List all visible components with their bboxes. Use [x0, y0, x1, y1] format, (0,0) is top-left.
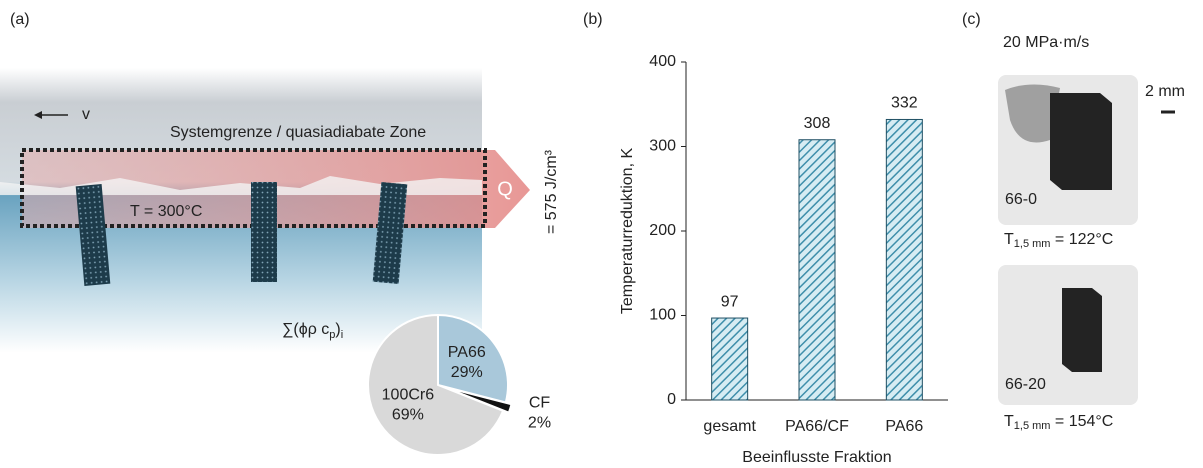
- pie-value-label: 29%: [451, 364, 483, 381]
- pie-title-part: ): [335, 321, 340, 338]
- panel-label: (a): [10, 11, 30, 28]
- x-tick-label: PA66/CF: [785, 418, 849, 435]
- scale-label: 2 mm: [1145, 83, 1185, 100]
- sample-temperature: T1,5 mm = 154°C: [1004, 413, 1113, 432]
- bar: [798, 139, 836, 401]
- fiber-block: [75, 184, 111, 286]
- y-tick-label: 200: [649, 222, 676, 239]
- velocity-arrowhead: [34, 111, 42, 119]
- rate-label: 20 MPa·m/s: [1003, 34, 1089, 51]
- temp-subscript: 1,5 mm: [1014, 420, 1051, 432]
- y-axis-label: Temperaturreduktion, K: [619, 148, 636, 315]
- panel-label: (c): [962, 11, 981, 28]
- sample-label: 66-20: [1005, 376, 1046, 393]
- pie-title-part: ∑(ϕρ c: [282, 321, 329, 338]
- pie-title-part: i: [341, 329, 343, 341]
- pie-value-label: 2%: [528, 415, 551, 432]
- y-tick-label: 100: [649, 307, 676, 324]
- fiber-block: [251, 182, 277, 282]
- x-tick-label: gesamt: [703, 418, 756, 435]
- surface: [0, 176, 482, 195]
- energy-label: = 575 J/cm³: [543, 149, 560, 234]
- y-tick-label: 0: [667, 391, 676, 408]
- bar: [885, 118, 923, 401]
- bar-value-label: 308: [804, 115, 831, 132]
- panel-label: (b): [583, 11, 603, 28]
- temp-value: = 122°C: [1050, 231, 1113, 248]
- sample-label: 66-0: [1005, 191, 1037, 208]
- temp-symbol: T: [1004, 231, 1014, 248]
- temp-symbol: T: [1004, 413, 1014, 430]
- pie-label: 100Cr6: [382, 387, 435, 404]
- velocity-label: v: [82, 106, 90, 123]
- pie-title-part: p: [329, 329, 335, 341]
- bar: [711, 317, 749, 401]
- bar-value-label: 97: [721, 293, 739, 310]
- pie-slice: [367, 313, 505, 456]
- sample-temperature: T1,5 mm = 122°C: [1004, 231, 1113, 250]
- pie-slice: [437, 313, 509, 404]
- bar-value-label: 332: [891, 95, 918, 112]
- temp-subscript: 1,5 mm: [1014, 238, 1051, 250]
- specimen: [1050, 93, 1112, 190]
- zone-label: Systemgrenze / quasiadiabate Zone: [170, 124, 426, 141]
- pie-label: CF: [529, 395, 551, 412]
- heat-label: Q: [497, 178, 513, 200]
- x-tick-label: PA66: [885, 418, 923, 435]
- y-tick-label: 300: [649, 138, 676, 155]
- y-tick-label: 400: [649, 53, 676, 70]
- fiber-block: [372, 182, 408, 284]
- specimen: [1062, 288, 1102, 372]
- pie-value-label: 69%: [392, 407, 424, 424]
- pie-title: ∑(ϕρ cp)i: [282, 321, 343, 341]
- temperature-label: T = 300°C: [130, 203, 202, 220]
- fiber-tuft: [1005, 84, 1060, 143]
- pie-label: PA66: [448, 344, 486, 361]
- temp-value: = 154°C: [1050, 413, 1113, 430]
- x-axis-label: Beeinflusste Fraktion: [742, 449, 891, 466]
